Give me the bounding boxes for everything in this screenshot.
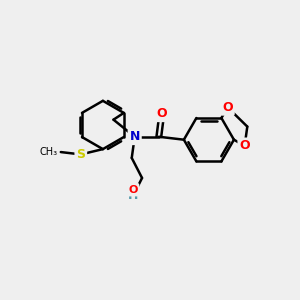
Text: N: N — [130, 130, 140, 143]
Text: O: O — [239, 140, 250, 152]
Text: CH₃: CH₃ — [40, 147, 58, 157]
Text: O: O — [222, 101, 233, 114]
Text: H: H — [128, 188, 138, 202]
Text: O: O — [128, 185, 138, 195]
Text: O: O — [157, 107, 167, 120]
Text: S: S — [76, 148, 85, 161]
